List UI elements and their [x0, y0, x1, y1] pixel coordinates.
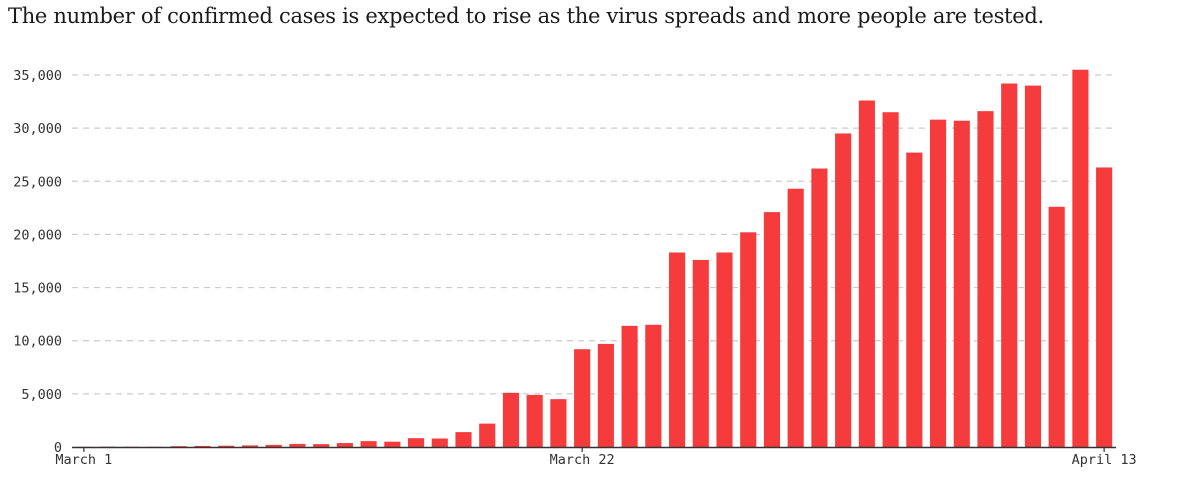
bar	[668, 252, 686, 447]
x-tick-label: March 1	[55, 452, 112, 468]
bar	[1072, 69, 1089, 447]
bar	[431, 438, 448, 447]
bar	[953, 120, 970, 448]
y-tick-label: 0	[54, 440, 62, 456]
bar	[811, 168, 828, 447]
bar	[313, 444, 330, 447]
bar	[621, 325, 638, 447]
bar	[289, 443, 306, 447]
bar	[218, 445, 235, 447]
bar	[977, 111, 994, 447]
bar	[929, 119, 947, 447]
bar	[740, 232, 757, 447]
y-tick-label: 35,000	[13, 68, 62, 84]
bar	[336, 443, 353, 447]
bar	[597, 343, 614, 447]
bar	[241, 445, 259, 447]
bar	[574, 349, 591, 447]
bar	[1001, 83, 1018, 447]
bar	[550, 399, 567, 447]
y-tick-label: 30,000	[13, 121, 62, 137]
bar	[502, 392, 520, 447]
bar	[194, 445, 211, 447]
gridlines	[72, 74, 1114, 395]
y-axis-ticks: 0 5,000 10,000 15,000 20,000 25,000 30,000 35,0…	[13, 68, 62, 456]
y-tick-label: 20,000	[13, 227, 62, 243]
x-tick-label: April 13	[1072, 452, 1137, 468]
bar	[455, 432, 472, 447]
bar	[265, 444, 282, 447]
bar	[170, 446, 187, 447]
bar	[787, 188, 804, 447]
bar	[407, 438, 425, 447]
x-tick-label: March 22	[550, 452, 615, 468]
bar	[1048, 206, 1065, 447]
bar	[692, 259, 709, 447]
bar	[716, 252, 733, 447]
bar	[835, 133, 852, 447]
bar	[645, 324, 662, 447]
x-axis-ticks: March 1 March 22 April 13	[55, 446, 1137, 468]
bar	[479, 423, 496, 447]
bar	[763, 212, 781, 447]
y-tick-label: 5,000	[21, 387, 62, 403]
bars	[75, 69, 1113, 448]
bar	[882, 112, 899, 447]
bar	[360, 441, 377, 447]
bar	[526, 394, 543, 447]
bar	[858, 100, 875, 447]
y-tick-label: 10,000	[13, 334, 62, 350]
y-tick-label: 15,000	[13, 281, 62, 297]
bar	[906, 152, 923, 448]
bar	[1024, 85, 1042, 447]
chart-title: The number of confirmed cases is expecte…	[8, 4, 1044, 28]
y-tick-label: 25,000	[13, 174, 62, 190]
bar	[384, 441, 401, 447]
bar	[1096, 167, 1113, 447]
